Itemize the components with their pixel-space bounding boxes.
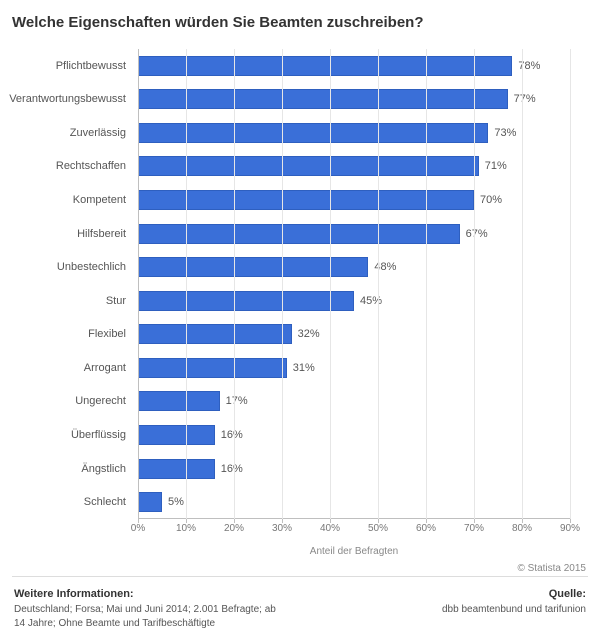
y-category-label: Hilfsbereit [12, 222, 132, 246]
footer-left-heading: Weitere Informationen: [14, 588, 134, 600]
bar-value-label: 71% [485, 160, 507, 172]
plot-region: 78% 77% 73% 71% 70% 67% 48% 45% 32% 31% 17% 16% 16% 5… [138, 49, 570, 519]
bar-value-label: 17% [226, 395, 248, 407]
x-tick-label: 30% [272, 523, 292, 534]
x-axis-line [138, 518, 570, 519]
bar-value-label: 16% [221, 463, 243, 475]
grid-line [330, 49, 331, 519]
x-axis-tick-labels: 0%10%20%30%40%50%60%70%80%90% [138, 523, 570, 539]
footer-left-line1: Deutschland; Forsa; Mai und Juni 2014; 2… [14, 604, 276, 615]
bar-row: 5% [138, 490, 570, 514]
chart-title: Welche Eigenschaften würden Sie Beamten … [0, 0, 600, 39]
footer-right-line: dbb beamtenbund und tarifunion [442, 604, 586, 615]
footer: Weitere Informationen: Deutschland; Fors… [0, 581, 600, 644]
bar-row: 77% [138, 87, 570, 111]
y-category-label: Stur [12, 289, 132, 313]
bar-value-label: 77% [514, 93, 536, 105]
footer-right: Quelle: dbb beamtenbund und tarifunion [442, 587, 586, 617]
y-category-label: Schlecht [12, 490, 132, 514]
y-category-label: Flexibel [12, 322, 132, 346]
y-category-label: Kompetent [12, 188, 132, 212]
bar [138, 89, 508, 109]
footer-separator [12, 576, 588, 577]
x-tick-label: 50% [368, 523, 388, 534]
y-category-label: Ungerecht [12, 389, 132, 413]
bar-row: 73% [138, 121, 570, 145]
bar-row: 70% [138, 188, 570, 212]
y-category-label: Arrogant [12, 356, 132, 380]
x-tick-label: 10% [176, 523, 196, 534]
y-category-label: Unbestechlich [12, 255, 132, 279]
y-category-label: Rechtschaffen [12, 154, 132, 178]
bar [138, 291, 354, 311]
x-tick-label: 70% [464, 523, 484, 534]
x-tick-label: 0% [131, 523, 145, 534]
bar [138, 257, 368, 277]
bar [138, 123, 488, 143]
bar [138, 358, 287, 378]
x-tick-label: 80% [512, 523, 532, 534]
grid-line [570, 49, 571, 519]
bar-row: 67% [138, 222, 570, 246]
bar [138, 425, 215, 445]
bar-row: 71% [138, 154, 570, 178]
bar [138, 492, 162, 512]
bar [138, 56, 512, 76]
bar [138, 324, 292, 344]
bar-value-label: 70% [480, 194, 502, 206]
bar-value-label: 73% [494, 127, 516, 139]
bar-row: 31% [138, 356, 570, 380]
grid-line [522, 49, 523, 519]
grid-line [138, 49, 139, 519]
bar-row: 17% [138, 389, 570, 413]
grid-line [474, 49, 475, 519]
bar-row: 78% [138, 54, 570, 78]
y-category-label: Ängstlich [12, 457, 132, 481]
footer-right-heading: Quelle: [549, 588, 586, 600]
bar-value-label: 32% [298, 328, 320, 340]
bar-value-label: 31% [293, 362, 315, 374]
x-tick-label: 60% [416, 523, 436, 534]
x-tick-label: 90% [560, 523, 580, 534]
grid-line [282, 49, 283, 519]
bar [138, 459, 215, 479]
bar-row: 16% [138, 457, 570, 481]
bar-value-label: 5% [168, 496, 184, 508]
bar-row: 45% [138, 289, 570, 313]
y-axis-labels: Pflichtbewusst Verantwortungsbewusst Zuver… [12, 49, 132, 519]
bar-row: 48% [138, 255, 570, 279]
bar-rows: 78% 77% 73% 71% 70% 67% 48% 45% 32% 31% 17% 16% 16% 5… [138, 49, 570, 519]
bar-value-label: 67% [466, 228, 488, 240]
bar-row: 16% [138, 423, 570, 447]
grid-line [234, 49, 235, 519]
grid-line [186, 49, 187, 519]
copyright-text: © Statista 2015 [0, 563, 600, 574]
bar-row: 32% [138, 322, 570, 346]
bar [138, 156, 479, 176]
y-category-label: Zuverlässig [12, 121, 132, 145]
x-tick-label: 40% [320, 523, 340, 534]
y-category-label: Pflichtbewusst [12, 54, 132, 78]
y-category-label: Überflüssig [12, 423, 132, 447]
footer-left: Weitere Informationen: Deutschland; Fors… [14, 587, 276, 632]
chart-card: Welche Eigenschaften würden Sie Beamten … [0, 0, 600, 644]
grid-line [426, 49, 427, 519]
bar [138, 391, 220, 411]
chart-area: Pflichtbewusst Verantwortungsbewusst Zuver… [12, 43, 582, 563]
footer-left-line2: 14 Jahre; Ohne Beamte und Tarifbeschäfti… [14, 618, 215, 629]
x-tick-label: 20% [224, 523, 244, 534]
y-category-label: Verantwortungsbewusst [12, 87, 132, 111]
x-axis-title: Anteil der Befragten [138, 546, 570, 557]
grid-line [378, 49, 379, 519]
bar [138, 190, 474, 210]
bar-value-label: 16% [221, 429, 243, 441]
